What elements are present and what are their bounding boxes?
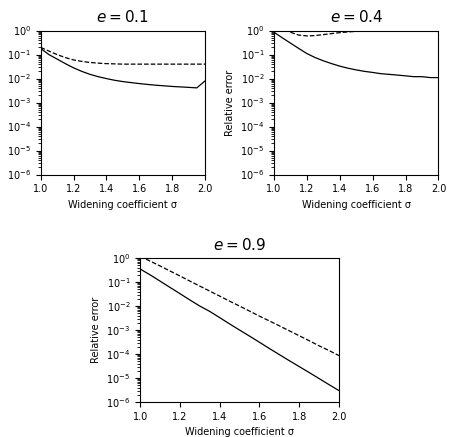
Title: $e = 0.1$: $e = 0.1$ xyxy=(96,9,149,25)
Title: $e = 0.4$: $e = 0.4$ xyxy=(329,9,382,25)
Y-axis label: Relative error: Relative error xyxy=(224,69,234,136)
X-axis label: Widening coefficient σ: Widening coefficient σ xyxy=(301,200,410,210)
X-axis label: Widening coefficient σ: Widening coefficient σ xyxy=(68,200,177,210)
X-axis label: Widening coefficient σ: Widening coefficient σ xyxy=(184,427,294,437)
Y-axis label: Relative error: Relative error xyxy=(91,297,101,363)
Y-axis label: Relative error: Relative error xyxy=(0,69,1,136)
Title: $e = 0.9$: $e = 0.9$ xyxy=(212,237,266,253)
